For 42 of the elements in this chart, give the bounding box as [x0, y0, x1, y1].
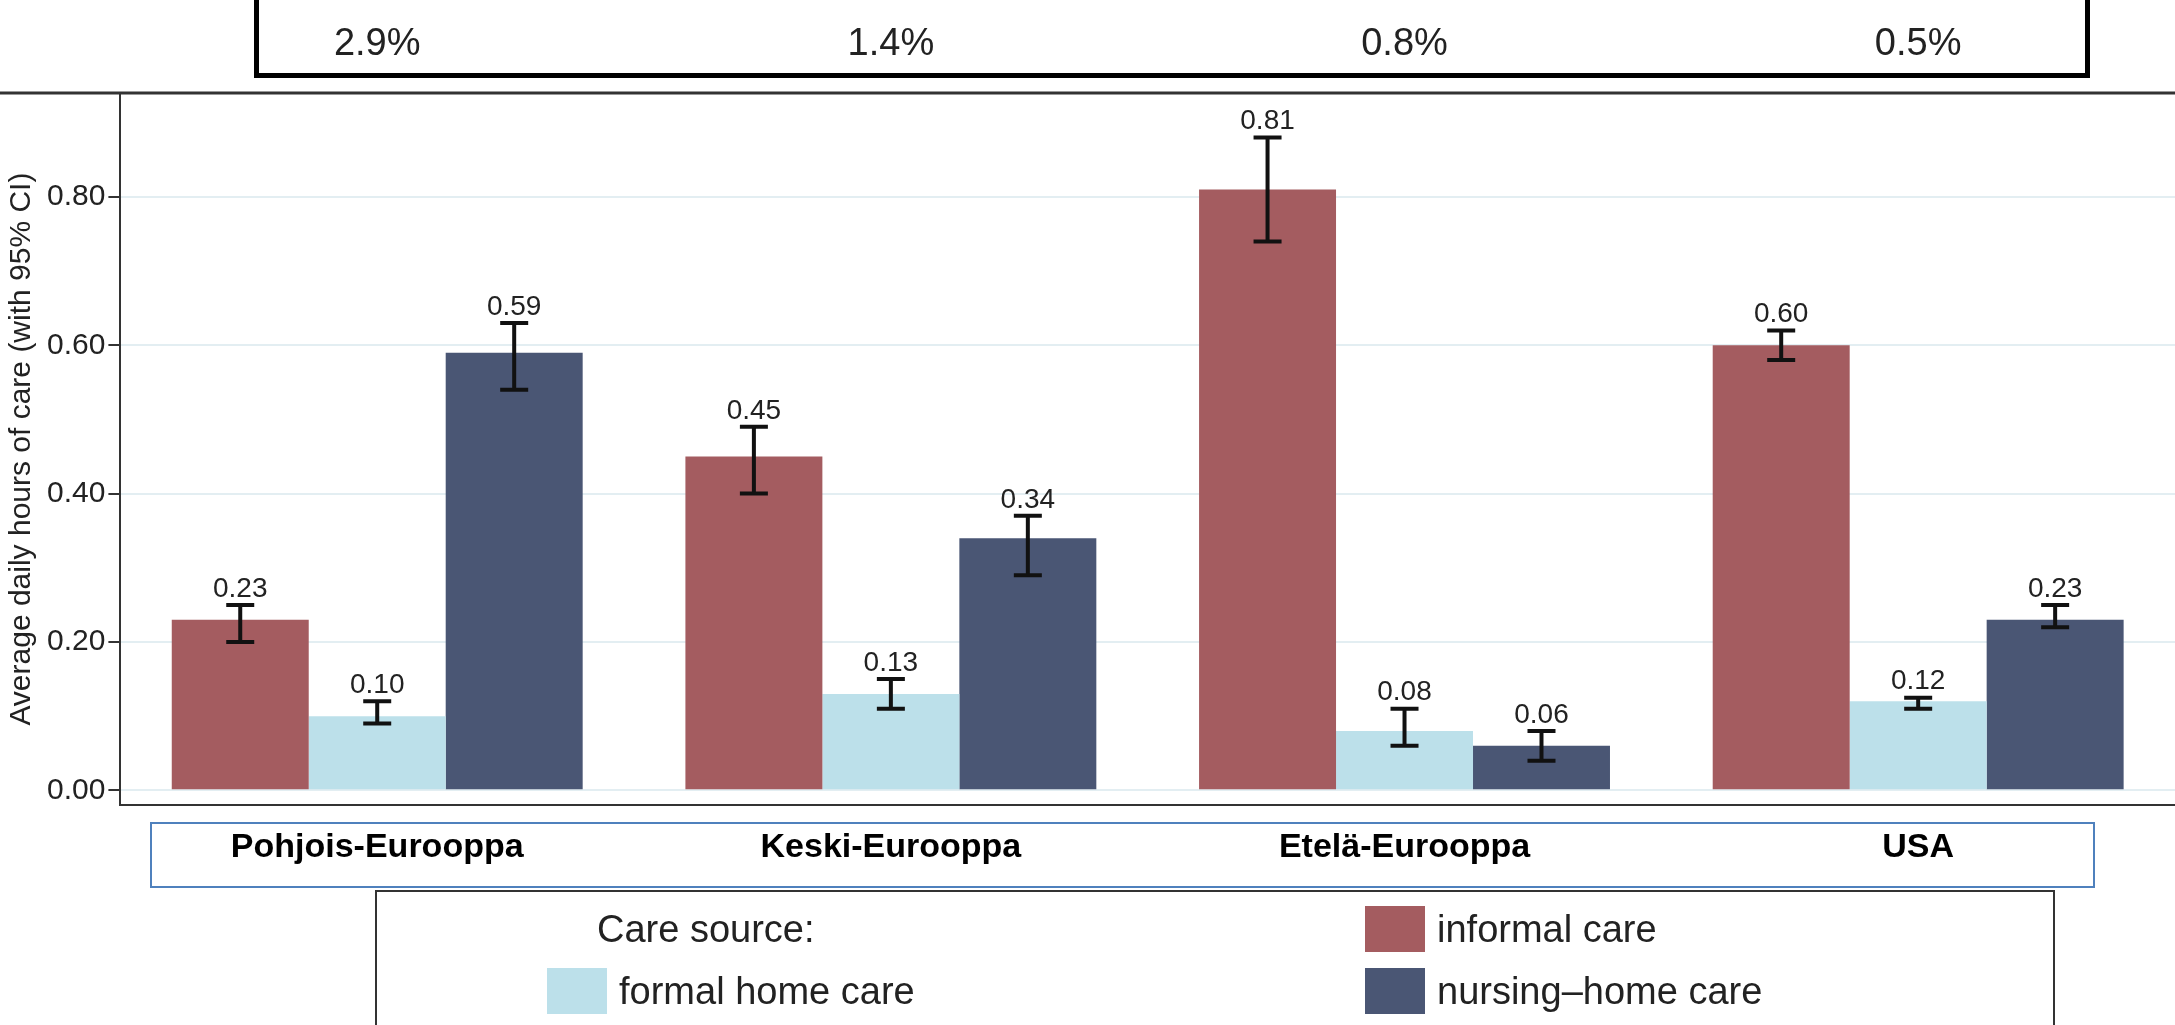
text: 1.4% [847, 21, 935, 64]
bar [171, 619, 309, 790]
data-label: 0.45 [726, 393, 782, 425]
bar [1986, 619, 2124, 790]
bar [822, 693, 960, 790]
y-tick-label: 0.80 [47, 178, 106, 212]
bar [1199, 189, 1337, 790]
legend-label: informal care [1437, 907, 1657, 951]
bar [1849, 701, 1987, 790]
bar [959, 538, 1097, 790]
bar [308, 716, 446, 790]
legend-label: formal home care [619, 969, 915, 1013]
legend-title: Care source: [596, 906, 816, 952]
text: 0.5% [1874, 21, 1962, 64]
y-tick-label: 0.00 [47, 771, 106, 805]
legend-label: nursing–home care [1437, 969, 1763, 1013]
y-tick-label: 0.60 [47, 326, 106, 360]
y-tick-label: 0.40 [47, 474, 106, 508]
bar [1336, 731, 1474, 790]
bar [685, 456, 823, 790]
data-label: 0.60 [1753, 297, 1809, 329]
data-label: 0.06 [1514, 697, 1569, 729]
data-label: 0.10 [349, 668, 405, 700]
x-tick-label: USA [1882, 825, 1955, 864]
x-tick-label: Pohjois-Eurooppa [230, 825, 525, 864]
x-tick-label: Keski-Eurooppa [760, 825, 1023, 864]
y-axis-title: Average daily hours of care (with 95% CI) [3, 172, 37, 726]
y-tick-label: 0.20 [47, 623, 106, 657]
data-label: 0.81 [1240, 104, 1295, 136]
data-label: 0.23 [212, 571, 268, 603]
bar [445, 352, 583, 790]
bar [1712, 345, 1850, 790]
text: 0.8% [1361, 21, 1448, 64]
bar [1473, 745, 1610, 790]
data-label: 0.08 [1377, 675, 1432, 707]
data-label: 0.13 [863, 645, 919, 677]
x-tick-label: Etelä-Eurooppa [1278, 825, 1532, 864]
data-label: 0.23 [2027, 571, 2083, 603]
text: 2.9% [333, 21, 421, 64]
data-label: 0.59 [486, 289, 542, 321]
data-label: 0.12 [1890, 664, 1946, 696]
data-label: 0.34 [1000, 482, 1056, 514]
